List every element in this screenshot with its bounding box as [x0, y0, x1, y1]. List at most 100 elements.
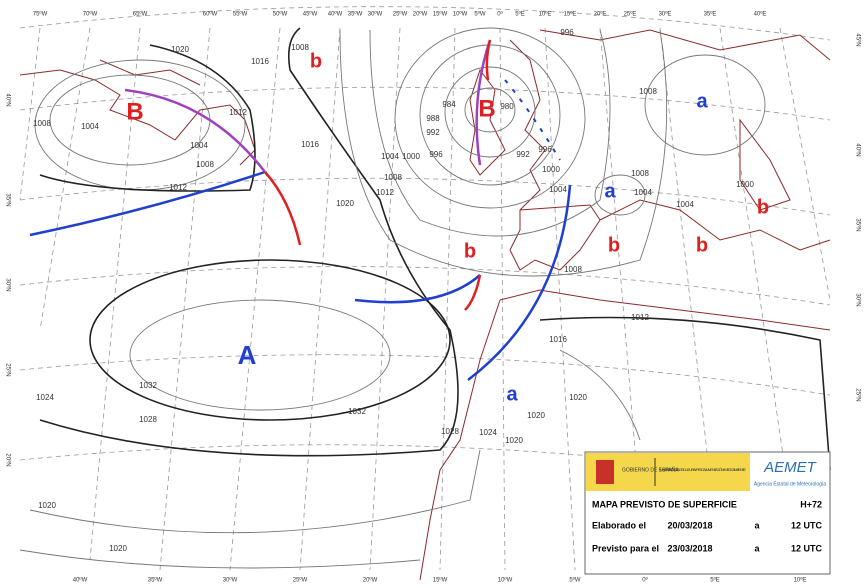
- longitude-label: 20ºW: [413, 11, 428, 18]
- pressure-center: a: [506, 383, 518, 405]
- longitude-label: 30ºW: [223, 577, 238, 584]
- pressure-center: B: [126, 98, 143, 125]
- isobar-label: 1004: [381, 152, 399, 161]
- longitude-label: 65ºW: [133, 11, 148, 18]
- brand-panel: [750, 453, 829, 491]
- coat-of-arms: [596, 460, 614, 484]
- latitude-label: 35ºN: [4, 193, 11, 206]
- longitude-label: 5ºE: [515, 11, 525, 18]
- isobar-label: 1008: [564, 265, 582, 274]
- pressure-center: a: [696, 90, 708, 112]
- longitude-label: 35ºW: [348, 11, 363, 18]
- latitude-label: 25ºN: [4, 363, 11, 376]
- isobar-label: 1020: [527, 411, 545, 420]
- longitude-label: 60ºW: [203, 11, 218, 18]
- info-cell: a: [754, 543, 760, 553]
- isobar-label: 1004: [634, 188, 652, 197]
- longitude-label: 0º: [497, 11, 503, 18]
- coastlines: [19, 29, 831, 581]
- isobar-label: 1000: [402, 152, 420, 161]
- gov-label: GOBIERNO DE ESPAÑA: [622, 466, 679, 473]
- isobar-label: 1032: [348, 407, 366, 416]
- isobar-label: 1020: [109, 544, 127, 553]
- agency-label: Agencia Estatal de Meteorología: [754, 481, 826, 487]
- ministry-label: MINISTERIO DE AGRICULTURA Y PESCA, ALIME…: [660, 467, 746, 472]
- longitude-label: 40ºE: [754, 11, 767, 18]
- fronts: [29, 39, 572, 381]
- isobar-label: 1008: [291, 43, 309, 52]
- info-cell: 12 UTC: [791, 543, 823, 553]
- pressure-center: b: [608, 234, 620, 256]
- isobar-label: 1004: [190, 141, 208, 150]
- isobar-label: 996: [538, 145, 552, 154]
- info-cell: 12 UTC: [791, 520, 823, 530]
- isobar-label: 1020: [171, 45, 189, 54]
- isobar-label: 1020: [38, 501, 56, 510]
- isobar-label: 1012: [376, 188, 394, 197]
- longitude-label: 40ºW: [73, 577, 88, 584]
- latitude-label: 30ºN: [854, 293, 861, 306]
- longitude-label: 5ºW: [474, 11, 486, 18]
- latitude-label: 20ºN: [4, 453, 11, 466]
- isobar-label: 1000: [542, 165, 560, 174]
- isobar-label: 996: [560, 28, 574, 37]
- isobar-label: 1020: [336, 199, 354, 208]
- longitude-label: 30ºW: [368, 11, 383, 18]
- longitude-label: 70ºW: [83, 11, 98, 18]
- longitude-label: 35ºW: [148, 577, 163, 584]
- longitude-label: 75ºW: [33, 11, 48, 18]
- longitude-label: 30ºE: [659, 11, 672, 18]
- pressure-center: b: [696, 234, 708, 256]
- pressure-center: b: [464, 240, 476, 262]
- isobar-label: 1012: [229, 108, 247, 117]
- info-cell: 23/03/2018: [667, 543, 712, 553]
- isobar-label: 988: [426, 114, 440, 123]
- brand-label: AEMET: [763, 459, 818, 476]
- longitude-label: 5ºE: [710, 577, 720, 584]
- isobar-label: 1008: [33, 119, 51, 128]
- pressure-center: b: [310, 50, 322, 72]
- isobar-label: 1008: [196, 160, 214, 169]
- longitude-label: 25ºE: [624, 11, 637, 18]
- longitude-label: 0º: [642, 577, 648, 584]
- isobar-label: 1000: [736, 180, 754, 189]
- info-cell: 20/03/2018: [667, 520, 712, 530]
- longitude-label: 20ºW: [363, 577, 378, 584]
- longitude-label: 10ºW: [453, 11, 468, 18]
- longitude-label: 45ºW: [303, 11, 318, 18]
- map-title: MAPA PREVISTO DE SUPERFICIE: [592, 499, 737, 509]
- info-cell: Elaborado el: [592, 520, 646, 530]
- isobar-label: 980: [500, 102, 514, 111]
- isobar-label: 984: [442, 100, 456, 109]
- isobar-label: 1004: [549, 185, 567, 194]
- isobar-label: 1016: [251, 57, 269, 66]
- longitude-label: 35ºE: [704, 11, 717, 18]
- info-cell: a: [754, 520, 760, 530]
- isobars: [19, 27, 831, 569]
- longitude-label: 25ºW: [393, 11, 408, 18]
- longitude-label: 10ºW: [498, 577, 513, 584]
- pressure-center: a: [604, 180, 616, 202]
- graticule: [19, 6, 831, 571]
- isobar-label: 1024: [36, 393, 54, 402]
- isobar-label: 1008: [631, 169, 649, 178]
- isobar-label: 1020: [505, 436, 523, 445]
- isobar-label: 1012: [169, 183, 187, 192]
- isobar-label: 1020: [569, 393, 587, 402]
- latitude-label: 40ºN: [854, 143, 861, 156]
- isobar-label: 1028: [139, 415, 157, 424]
- isobar-label: 992: [516, 150, 530, 159]
- longitude-label: 40ºW: [328, 11, 343, 18]
- latitude-label: 35ºN: [854, 218, 861, 231]
- isobar-label: 992: [426, 128, 440, 137]
- longitude-label: 55ºW: [233, 11, 248, 18]
- longitude-label: 15ºE: [564, 11, 577, 18]
- isobar-label: 1008: [384, 173, 402, 182]
- pressure-center: A: [238, 340, 257, 370]
- longitude-label: 15ºW: [433, 577, 448, 584]
- isobar-label: 1028: [441, 427, 459, 436]
- latitude-label: 40ºN: [4, 93, 11, 106]
- latitude-label: 45ºN: [854, 33, 861, 46]
- isobar-label: 1004: [81, 122, 99, 131]
